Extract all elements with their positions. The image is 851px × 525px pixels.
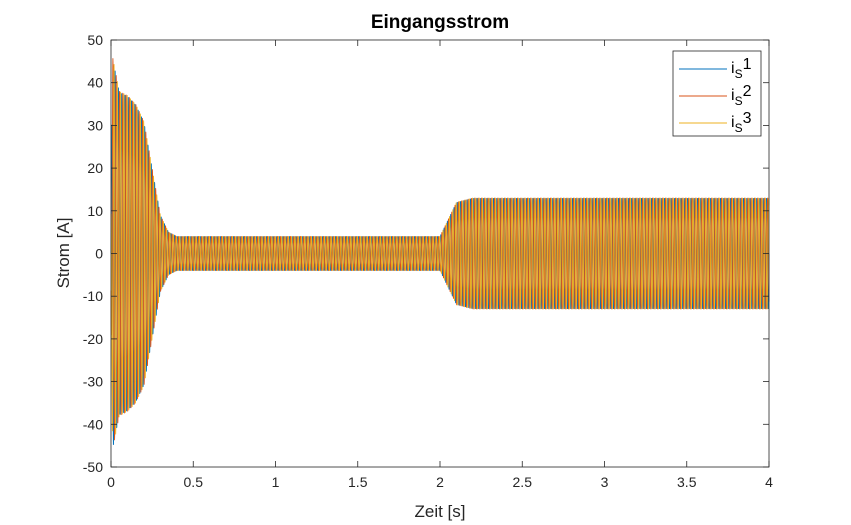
x-tick-label: 3 [601, 474, 609, 490]
x-tick-label: 4 [765, 474, 773, 490]
legend-label-base: i [731, 114, 735, 131]
legend-label-subscript: S [735, 121, 743, 135]
x-tick-label: 2.5 [513, 474, 533, 490]
y-axis-label: Strom [A] [54, 218, 73, 289]
legend-label-superscript: 2 [743, 83, 752, 100]
chart-title: Eingangsstrom [371, 12, 509, 33]
series-line-3 [110, 64, 770, 435]
x-tick-label: 1.5 [348, 474, 368, 490]
legend-box [672, 50, 762, 137]
legend-label-subscript: S [735, 94, 743, 108]
legend-label-1: iS1 [731, 56, 752, 81]
y-tick-label: 50 [87, 32, 103, 48]
legend-label-superscript: 3 [743, 110, 752, 127]
y-tick-label: 20 [87, 160, 103, 176]
y-tick-label: 10 [87, 203, 103, 219]
y-tick-label: -10 [83, 288, 103, 304]
series-line-1 [110, 70, 770, 446]
y-tick-label: 40 [87, 75, 103, 91]
x-tick-label: 1 [272, 474, 280, 490]
legend-label-base: i [731, 60, 735, 77]
legend-label-2: iS2 [731, 83, 752, 108]
x-tick-label: 3.5 [677, 474, 697, 490]
y-tick-label: 30 [87, 117, 103, 133]
x-tick-label: 0 [107, 474, 115, 490]
y-tick-label: -40 [83, 416, 103, 432]
plot-lines [110, 58, 770, 446]
x-tick-label: 2 [436, 474, 444, 490]
y-tick-label: -20 [83, 331, 103, 347]
y-tick-label: -50 [83, 459, 103, 475]
legend-label-base: i [731, 87, 735, 104]
legend-label-subscript: S [735, 67, 743, 81]
x-axis-label: Zeit [s] [414, 502, 465, 521]
axis-ticks: 0 0.5 1 1.5 2 2.5 3 3.5 4 -50 -40 -30 -20 -10 0 10 20 30 4… [83, 32, 773, 490]
y-tick-label: 0 [95, 246, 103, 262]
legend-label-superscript: 1 [743, 56, 752, 73]
y-tick-label: -30 [83, 374, 103, 390]
legend-label-3: iS3 [731, 110, 752, 135]
series-line-2 [110, 58, 770, 441]
x-tick-label: 0.5 [184, 474, 204, 490]
